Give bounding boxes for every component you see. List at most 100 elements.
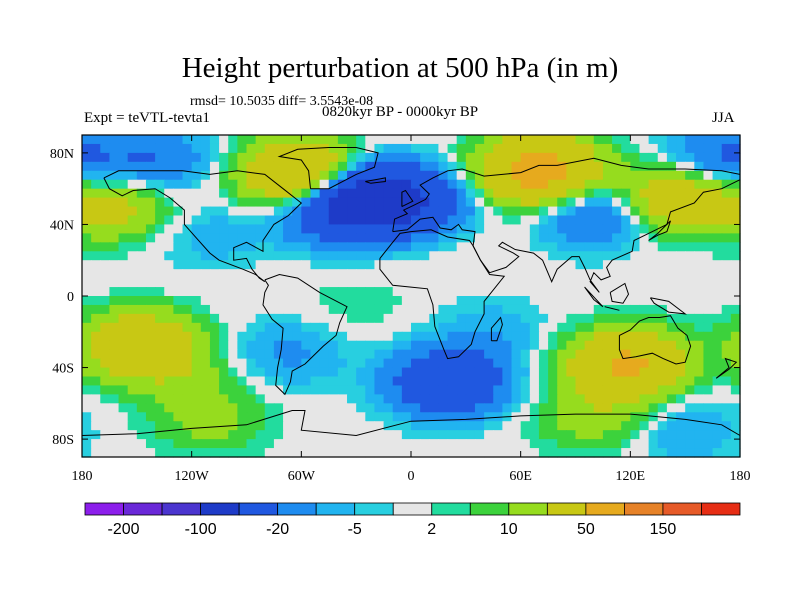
contour-cell xyxy=(91,313,101,324)
contour-cell xyxy=(347,313,357,324)
contour-cell xyxy=(401,233,412,243)
contour-cell xyxy=(666,233,677,243)
contour-cell xyxy=(557,143,567,154)
contour-cell xyxy=(657,430,668,440)
contour-cell xyxy=(145,421,156,431)
contour-cell xyxy=(502,161,513,172)
contour-cell xyxy=(401,215,412,226)
contour-cell xyxy=(511,251,522,261)
contour-cell xyxy=(237,242,248,252)
contour-cell xyxy=(575,394,586,404)
contour-cell xyxy=(447,358,458,369)
contour-cell xyxy=(593,188,604,199)
contour-cell xyxy=(520,260,531,270)
contour-cell xyxy=(548,215,558,226)
contour-cell xyxy=(685,421,695,431)
contour-cell xyxy=(721,430,732,440)
contour-cell xyxy=(219,161,229,172)
contour-cell xyxy=(575,260,586,270)
contour-cell xyxy=(155,296,165,306)
contour-cell xyxy=(374,296,385,306)
contour-cell xyxy=(237,260,248,270)
contour-cell xyxy=(538,412,549,422)
contour-cell xyxy=(538,349,549,360)
contour-cell xyxy=(557,376,567,387)
contour-cell xyxy=(465,448,476,458)
contour-cell xyxy=(246,385,257,395)
contour-cell xyxy=(173,135,184,145)
contour-cell xyxy=(548,152,558,163)
contour-cell xyxy=(82,215,92,226)
contour-cell xyxy=(474,349,485,360)
contour-cell xyxy=(538,224,549,234)
contour-cell xyxy=(356,349,366,360)
contour-cell xyxy=(374,135,385,145)
contour-cell xyxy=(301,439,312,449)
contour-cell xyxy=(228,269,238,279)
contour-cell xyxy=(127,215,138,226)
contour-cell xyxy=(511,385,522,395)
contour-cell xyxy=(228,143,238,154)
contour-cell xyxy=(136,242,147,252)
contour-cell xyxy=(209,296,220,306)
contour-cell xyxy=(237,233,248,243)
contour-cell xyxy=(219,340,229,351)
contour-cell xyxy=(319,403,330,413)
contour-cell xyxy=(612,260,622,270)
contour-cell xyxy=(209,278,220,288)
contour-cell xyxy=(237,269,248,279)
contour-cell xyxy=(721,349,732,360)
contour-cell xyxy=(493,197,503,208)
colorbar-label: 10 xyxy=(500,521,518,538)
contour-cell xyxy=(703,170,714,181)
contour-cell xyxy=(639,224,650,234)
contour-cell xyxy=(173,296,184,306)
contour-cell xyxy=(721,233,732,243)
contour-cell xyxy=(182,215,193,226)
contour-cell xyxy=(566,224,577,234)
coastline xyxy=(618,315,692,365)
contour-cell xyxy=(182,367,193,378)
contour-cell xyxy=(411,269,421,279)
contour-cell xyxy=(666,161,677,172)
contour-cell xyxy=(328,260,339,270)
contour-cell xyxy=(666,439,677,449)
contour-cell xyxy=(173,269,184,279)
contour-cell xyxy=(730,251,741,261)
contour-cell xyxy=(109,385,120,395)
contour-cell xyxy=(164,358,174,369)
contour-cell xyxy=(365,412,376,422)
contour-cell xyxy=(127,340,138,351)
contour-cell xyxy=(429,152,440,163)
contour-cell xyxy=(557,394,567,404)
contour-cell xyxy=(401,269,412,279)
contour-cell xyxy=(584,304,595,315)
contour-cell xyxy=(401,349,412,360)
contour-cell xyxy=(465,296,476,306)
contour-cell xyxy=(127,421,138,431)
contour-cell xyxy=(538,251,549,261)
contour-cell xyxy=(548,421,558,431)
contour-cell xyxy=(493,278,503,288)
contour-cell xyxy=(127,304,138,315)
contour-cell xyxy=(648,251,659,261)
contour-cell xyxy=(511,135,522,145)
contour-cell xyxy=(420,143,430,154)
contour-cell xyxy=(630,260,641,270)
contour-cell xyxy=(356,278,366,288)
contour-cell xyxy=(621,448,631,458)
contour-cell xyxy=(109,340,120,351)
contour-cell xyxy=(383,385,394,395)
contour-cell xyxy=(484,349,494,360)
contour-cell xyxy=(301,412,312,422)
contour-cell xyxy=(164,260,174,270)
contour-cell xyxy=(520,358,531,369)
contour-cell xyxy=(730,313,741,324)
contour-cell xyxy=(721,188,732,199)
contour-cell xyxy=(401,430,412,440)
contour-cell xyxy=(648,143,659,154)
contour-cell xyxy=(548,135,558,145)
contour-cell xyxy=(529,135,540,145)
contour-cell xyxy=(209,179,220,190)
contour-cell xyxy=(401,385,412,395)
